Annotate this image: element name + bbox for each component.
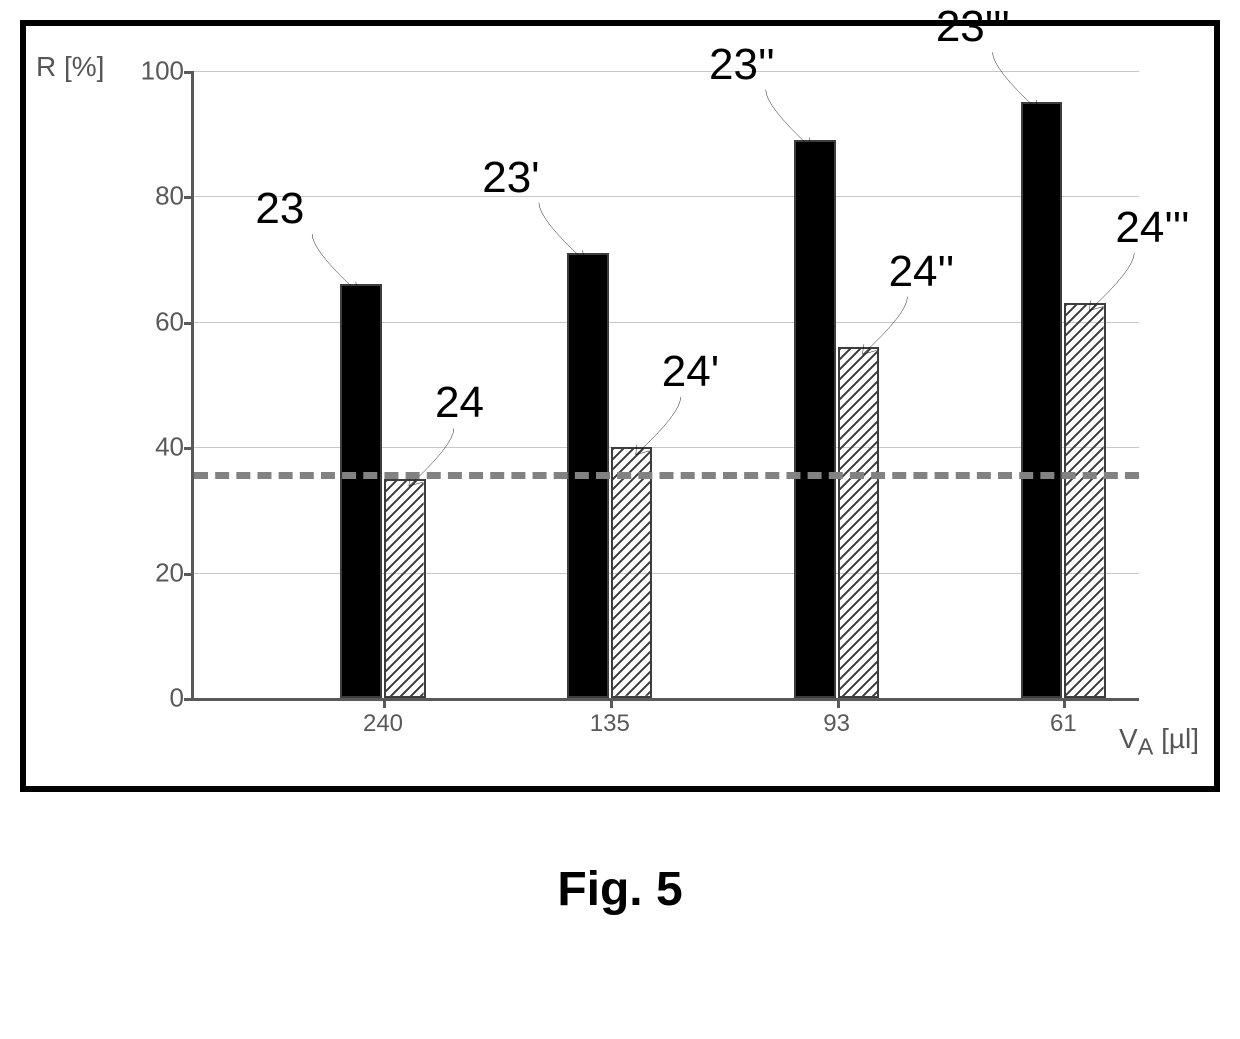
xtick-label: 61 bbox=[1050, 710, 1077, 738]
xtick-mark bbox=[610, 698, 613, 708]
ytick-mark bbox=[184, 196, 194, 199]
chart-frame: R [%] 0 20 40 60 80 100 240 23 24 135 23' 24' 93 23''… bbox=[20, 20, 1220, 792]
bar-annotation: 24''' bbox=[1115, 203, 1189, 253]
bar-solid bbox=[794, 140, 836, 698]
xtick-mark bbox=[837, 698, 840, 708]
y-axis-label: R [%] bbox=[36, 51, 104, 83]
bar-annotation: 23''' bbox=[936, 2, 1010, 52]
ytick-label: 0 bbox=[170, 683, 184, 714]
figure-caption: Fig. 5 bbox=[20, 862, 1220, 917]
xtick-label: 93 bbox=[823, 710, 850, 738]
bar-annotation: 23'' bbox=[709, 40, 775, 90]
ytick-label: 60 bbox=[155, 306, 184, 337]
xtick-mark bbox=[1063, 698, 1066, 708]
bar-hatched bbox=[838, 347, 880, 698]
reference-line bbox=[194, 472, 1139, 479]
bar-annotation: 23 bbox=[255, 184, 304, 234]
bar-annotation: 23' bbox=[482, 153, 539, 203]
ytick-mark bbox=[184, 322, 194, 325]
xtick-label: 135 bbox=[590, 710, 630, 738]
ytick-label: 80 bbox=[155, 181, 184, 212]
plot-area: 020406080100240232413523'24'9323''24''61… bbox=[191, 71, 1139, 701]
bar-solid bbox=[340, 284, 382, 698]
bar-hatched bbox=[1064, 303, 1106, 698]
ytick-label: 100 bbox=[141, 56, 184, 87]
bar-hatched bbox=[384, 479, 426, 698]
bar-hatched bbox=[611, 447, 653, 698]
gridline bbox=[194, 447, 1139, 448]
gridline bbox=[194, 196, 1139, 197]
bar-annotation: 24' bbox=[662, 347, 719, 397]
plot-wrapper: 020406080100240232413523'24'9323''24''61… bbox=[141, 61, 1139, 761]
xtick-mark bbox=[383, 698, 386, 708]
gridline bbox=[194, 573, 1139, 574]
bar-annotation: 24 bbox=[435, 378, 484, 428]
gridline bbox=[194, 71, 1139, 72]
xtick-label: 240 bbox=[363, 710, 403, 738]
ytick-mark bbox=[184, 71, 194, 74]
x-axis-label: VA [µl] bbox=[1119, 723, 1199, 761]
gridline bbox=[194, 322, 1139, 323]
ytick-mark bbox=[184, 698, 194, 701]
ytick-label: 20 bbox=[155, 557, 184, 588]
bar-annotation: 24'' bbox=[889, 247, 955, 297]
ytick-mark bbox=[184, 447, 194, 450]
ytick-label: 40 bbox=[155, 432, 184, 463]
bar-solid bbox=[1021, 102, 1063, 698]
ytick-mark bbox=[184, 573, 194, 576]
